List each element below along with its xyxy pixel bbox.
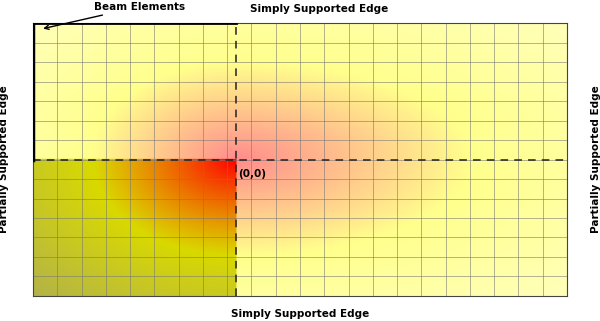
Text: Simply Supported Edge: Simply Supported Edge (250, 4, 388, 13)
Text: Partially Supported Edge: Partially Supported Edge (0, 86, 9, 233)
Text: Simply Supported Edge: Simply Supported Edge (231, 309, 369, 319)
Text: (0,0): (0,0) (238, 169, 266, 179)
Text: Partially Supported Edge: Partially Supported Edge (591, 86, 600, 233)
Text: Beam Elements: Beam Elements (44, 2, 185, 29)
